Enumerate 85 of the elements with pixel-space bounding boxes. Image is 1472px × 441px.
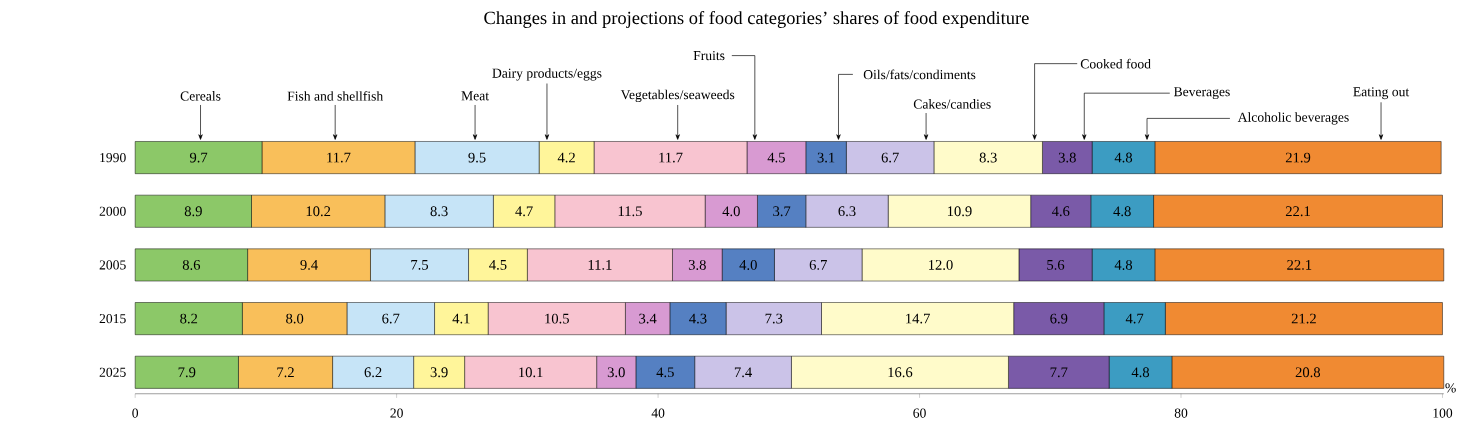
data-label: 4.5 <box>489 259 507 270</box>
data-label: 21.2 <box>1291 313 1316 324</box>
x-tick-label: 100 <box>1433 408 1453 418</box>
data-label: 6.9 <box>1050 313 1068 324</box>
data-label: 12.0 <box>929 259 953 270</box>
data-label: 16.6 <box>888 367 913 378</box>
data-label: 4.2 <box>557 152 575 163</box>
data-label: 4.8 <box>1113 206 1131 217</box>
data-label: 4.1 <box>452 313 470 324</box>
data-label: 6.2 <box>364 367 382 378</box>
data-label: 4.5 <box>656 367 674 378</box>
data-label: 8.6 <box>182 259 201 270</box>
x-axis-title: % <box>1445 383 1456 393</box>
data-label: 7.9 <box>178 367 196 378</box>
data-label: 8.0 <box>286 313 304 324</box>
data-label: 10.9 <box>947 206 972 217</box>
y-tick-label: 2005 <box>99 260 126 270</box>
data-label: 3.4 <box>639 313 657 324</box>
text: Fish and shellfish <box>287 90 384 101</box>
data-label: 7.5 <box>411 259 429 270</box>
data-label: 4.0 <box>739 259 757 270</box>
data-label: 7.2 <box>277 367 294 378</box>
data-label: 4.7 <box>515 206 533 216</box>
text: Eating out <box>1353 87 1410 99</box>
data-label: 6.7 <box>382 313 400 324</box>
data-label: 20.8 <box>1295 367 1321 378</box>
data-label: 14.7 <box>906 313 930 324</box>
data-label: 6.7 <box>881 152 899 163</box>
data-label: 8.3 <box>430 206 448 217</box>
x-tick-label: 80 <box>1174 408 1188 418</box>
data-label: 8.2 <box>180 313 198 324</box>
data-label: 4.7 <box>1125 313 1144 324</box>
data-label: 5.6 <box>1047 259 1065 270</box>
data-label: 10.1 <box>519 367 543 378</box>
data-label: 4.5 <box>767 152 785 163</box>
data-label: 11.5 <box>618 206 642 216</box>
text: Meat <box>461 91 489 101</box>
y-tick-label: 2025 <box>99 367 126 377</box>
data-label: 4.3 <box>689 313 707 324</box>
text: Cakes/candies <box>913 98 991 109</box>
data-label: 7.7 <box>1050 367 1068 377</box>
text: Alcoholic beverages <box>1237 112 1349 125</box>
data-label: 9.7 <box>189 152 208 163</box>
y-tick-label: 2000 <box>99 206 126 216</box>
text: Beverages <box>1173 87 1230 99</box>
data-label: 3.7 <box>773 206 791 216</box>
data-label: 11.7 <box>659 152 683 163</box>
data-label: 8.3 <box>979 152 997 163</box>
data-label: 10.2 <box>306 206 331 217</box>
data-label: 9.4 <box>300 259 318 270</box>
data-label: 10.5 <box>545 313 569 324</box>
x-tick-label: 20 <box>390 408 403 418</box>
text: Cereals <box>180 90 221 101</box>
data-label: 4.8 <box>1114 259 1133 270</box>
data-label: 22.1 <box>1285 206 1310 216</box>
y-tick-label: 2015 <box>99 313 126 324</box>
text: Oils/fats/condiments <box>863 69 976 80</box>
data-label: 3.1 <box>817 152 835 163</box>
data-label: 9.5 <box>468 152 486 163</box>
text: Vegetables/seaweeds <box>620 89 735 102</box>
text: Dairy products/eggs <box>492 68 602 81</box>
data-label: 6.3 <box>838 206 856 216</box>
data-label: 3.0 <box>607 367 625 378</box>
text: Cooked food <box>1080 58 1151 69</box>
data-label: 3.8 <box>1058 152 1076 163</box>
y-tick-label: 1990 <box>100 152 126 162</box>
chart-title: Changes in and projections of food categories’ shares of food expenditure <box>484 10 1029 28</box>
data-label: 4.8 <box>1131 367 1150 378</box>
data-label: 7.3 <box>765 313 783 324</box>
data-label: 11.7 <box>327 152 351 163</box>
data-label: 4.0 <box>722 206 740 217</box>
text: Fruits <box>693 50 725 60</box>
data-label: 21.9 <box>1285 152 1311 163</box>
data-label: 3.9 <box>430 367 448 378</box>
data-label: 11.1 <box>588 259 612 270</box>
x-tick-label: 0 <box>132 408 139 418</box>
data-label: 8.9 <box>184 206 202 217</box>
x-tick-label: 60 <box>913 408 926 418</box>
data-label: 4.6 <box>1051 206 1070 216</box>
x-tick-label: 40 <box>651 408 665 418</box>
data-label: 4.8 <box>1114 152 1133 163</box>
data-label: 22.1 <box>1287 259 1312 270</box>
data-label: 3.8 <box>688 259 706 270</box>
data-label: 7.4 <box>734 367 752 378</box>
data-label: 6.7 <box>809 259 827 270</box>
